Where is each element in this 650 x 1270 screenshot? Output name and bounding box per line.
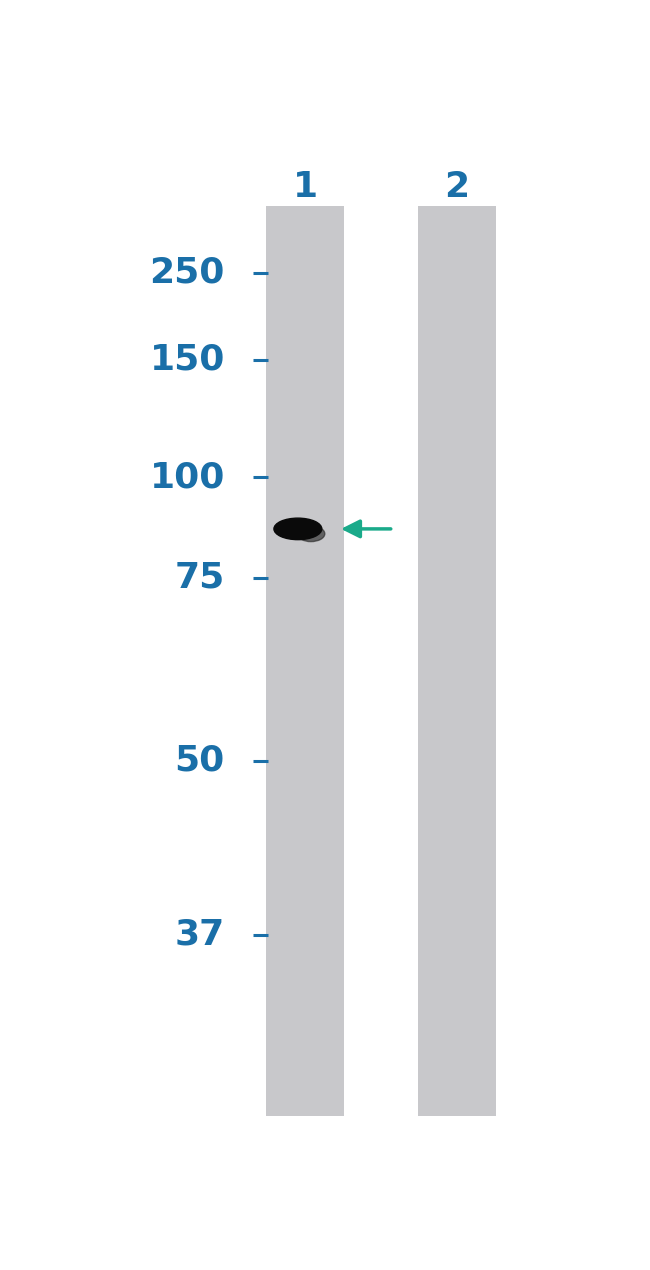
Text: 250: 250 — [150, 255, 225, 290]
Ellipse shape — [276, 522, 316, 538]
Ellipse shape — [297, 526, 325, 541]
Text: 150: 150 — [150, 343, 225, 377]
Text: 37: 37 — [175, 918, 225, 951]
Text: 50: 50 — [175, 744, 225, 777]
Ellipse shape — [285, 521, 316, 533]
Text: 100: 100 — [150, 460, 225, 494]
Bar — [266, 206, 344, 1115]
Text: 75: 75 — [175, 561, 225, 594]
Text: 2: 2 — [444, 170, 469, 203]
Ellipse shape — [283, 528, 305, 536]
Bar — [417, 206, 495, 1115]
Text: 1: 1 — [293, 170, 318, 203]
Ellipse shape — [274, 518, 322, 540]
